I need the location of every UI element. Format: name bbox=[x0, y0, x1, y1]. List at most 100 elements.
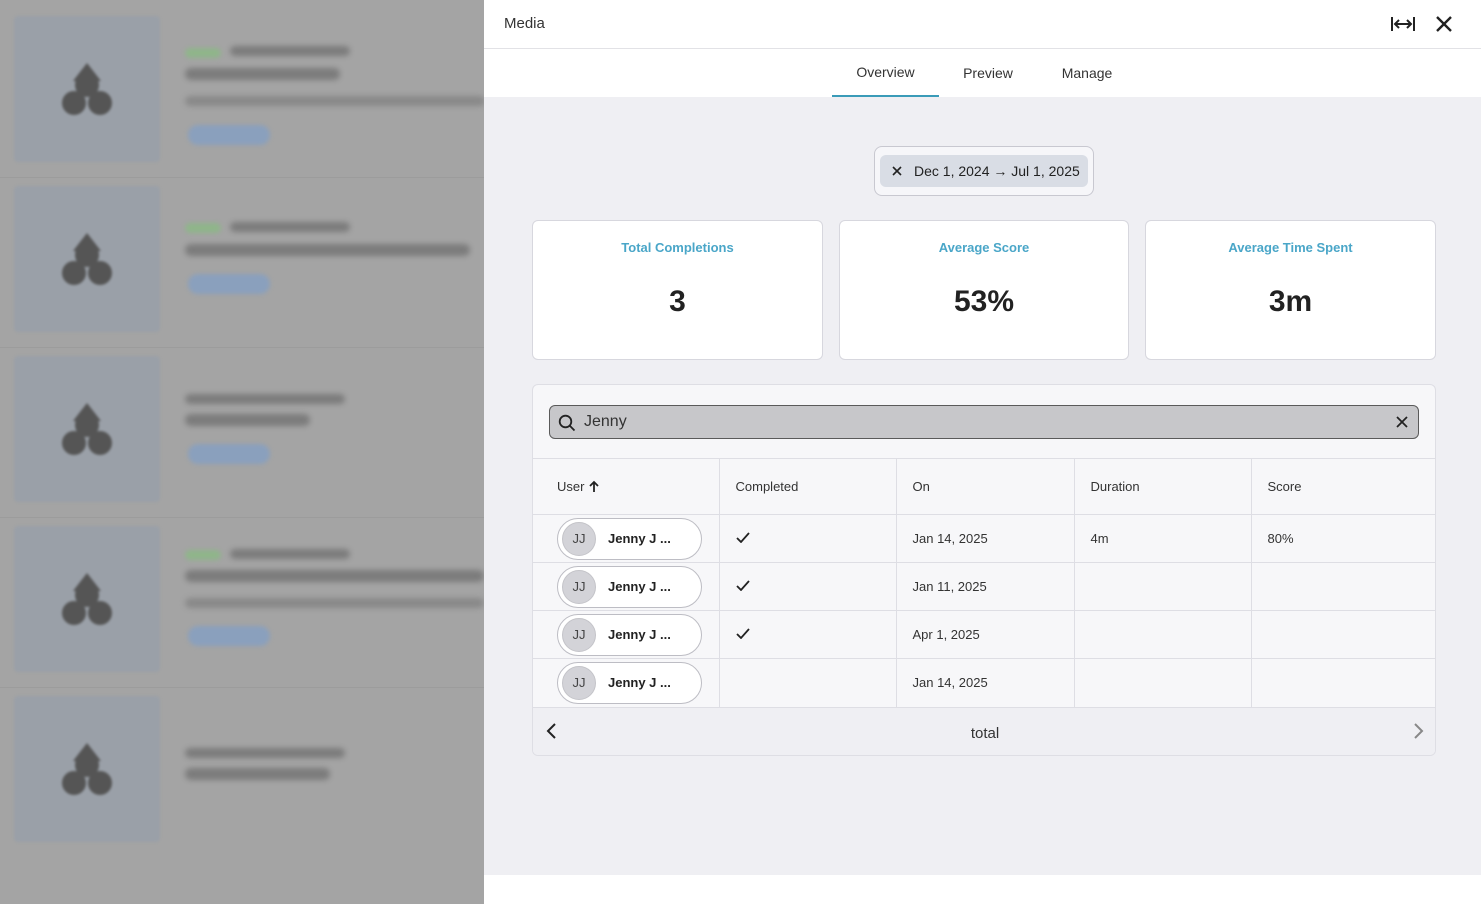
background-list-item bbox=[0, 8, 484, 178]
completed-cell bbox=[719, 562, 897, 611]
on-cell: Jan 11, 2025 bbox=[896, 562, 1075, 611]
clear-date-button[interactable] bbox=[892, 166, 902, 176]
duration-cell bbox=[1074, 610, 1252, 659]
logo-icon bbox=[62, 743, 112, 795]
chevron-right-icon bbox=[1414, 723, 1424, 739]
stat-card-total-completions: Total Completions 3 bbox=[532, 220, 823, 360]
duration-cell bbox=[1074, 658, 1252, 707]
completions-table-card: User Completed On Duration Score JJ Jenn… bbox=[532, 384, 1436, 756]
chevron-left-icon bbox=[546, 723, 556, 739]
background-list bbox=[0, 0, 484, 904]
column-header-completed[interactable]: Completed bbox=[719, 458, 897, 515]
completed-cell bbox=[719, 610, 897, 659]
duration-cell bbox=[1074, 562, 1252, 611]
background-thumbnail bbox=[14, 356, 160, 502]
pagination: total bbox=[533, 707, 1435, 755]
date-filter: Dec 1, 2024 → Jul 1, 2025 bbox=[874, 146, 1094, 196]
table-row: JJ Jenny J ... Jan 14, 2025 bbox=[533, 658, 1435, 707]
search-icon bbox=[558, 414, 576, 432]
stat-card-average-score: Average Score 53% bbox=[839, 220, 1129, 360]
completed-cell bbox=[719, 514, 897, 563]
clear-search-button[interactable] bbox=[1396, 415, 1408, 433]
date-range-label: Dec 1, 2024 → Jul 1, 2025 bbox=[914, 163, 1080, 179]
next-page-button[interactable] bbox=[1411, 723, 1425, 744]
user-name: Jenny J ... bbox=[608, 531, 671, 546]
score-cell: 80% bbox=[1251, 514, 1435, 563]
user-name: Jenny J ... bbox=[608, 579, 671, 594]
tab-manage[interactable]: Manage bbox=[1061, 65, 1113, 81]
logo-icon bbox=[62, 63, 112, 115]
tab-preview[interactable]: Preview bbox=[963, 65, 1013, 81]
stat-label: Total Completions bbox=[621, 240, 734, 255]
table-row: JJ Jenny J ... Jan 11, 2025 bbox=[533, 562, 1435, 611]
background-list-item bbox=[0, 348, 484, 518]
user-name: Jenny J ... bbox=[608, 627, 671, 642]
search-input[interactable] bbox=[584, 411, 1364, 433]
background-list-item bbox=[0, 518, 484, 688]
checkmark-icon bbox=[735, 580, 750, 591]
column-header-score[interactable]: Score bbox=[1251, 458, 1435, 515]
duration-cell: 4m bbox=[1074, 514, 1252, 563]
search-field bbox=[549, 405, 1419, 439]
checkmark-icon bbox=[735, 628, 750, 639]
user-name: Jenny J ... bbox=[608, 675, 671, 691]
column-header-label: User bbox=[557, 479, 585, 494]
close-icon bbox=[892, 166, 902, 176]
expand-button[interactable] bbox=[1390, 12, 1416, 36]
tab-bar: Overview Preview Manage bbox=[484, 49, 1481, 97]
user-chip[interactable]: JJ Jenny J ... bbox=[557, 565, 702, 608]
on-cell: Jan 14, 2025 bbox=[896, 658, 1075, 707]
drawer-footer bbox=[484, 875, 1481, 904]
score-cell bbox=[1251, 562, 1435, 611]
on-cell: Apr 1, 2025 bbox=[896, 610, 1075, 659]
completed-cell bbox=[719, 658, 897, 707]
avatar: JJ bbox=[562, 665, 596, 700]
drawer-title: Media bbox=[504, 15, 545, 32]
column-header-on[interactable]: On bbox=[896, 458, 1075, 515]
logo-icon bbox=[62, 233, 112, 285]
background-list-item bbox=[0, 688, 484, 858]
column-header-user[interactable]: User bbox=[533, 458, 720, 515]
tab-overview[interactable]: Overview bbox=[832, 49, 939, 97]
drawer-header: Media bbox=[484, 0, 1481, 49]
avatar: JJ bbox=[562, 521, 596, 556]
stat-value: 3m bbox=[1268, 285, 1313, 318]
checkmark-icon bbox=[735, 532, 750, 543]
user-cell: JJ Jenny J ... bbox=[533, 658, 720, 707]
user-chip[interactable]: JJ Jenny J ... bbox=[557, 661, 702, 704]
stat-label: Average Time Spent bbox=[1228, 240, 1353, 255]
date-range-chip[interactable]: Dec 1, 2024 → Jul 1, 2025 bbox=[880, 155, 1088, 187]
user-cell: JJ Jenny J ... bbox=[533, 610, 720, 659]
user-chip[interactable]: JJ Jenny J ... bbox=[557, 613, 702, 656]
background-thumbnail bbox=[14, 16, 160, 162]
completions-table: User Completed On Duration Score JJ Jenn… bbox=[533, 458, 1435, 707]
user-chip[interactable]: JJ Jenny J ... bbox=[557, 517, 702, 560]
score-cell bbox=[1251, 659, 1435, 707]
stat-label: Average Score bbox=[938, 240, 1030, 255]
expand-horizontal-icon bbox=[1391, 17, 1415, 31]
background-thumbnail bbox=[14, 186, 160, 332]
logo-icon bbox=[62, 573, 112, 625]
previous-page-button[interactable] bbox=[545, 723, 559, 744]
background-thumbnail bbox=[14, 526, 160, 672]
media-drawer: Media Overview Preview Manage bbox=[484, 0, 1481, 875]
close-drawer-button[interactable] bbox=[1431, 12, 1457, 36]
stat-value: 53% bbox=[953, 285, 1015, 318]
background-thumbnail bbox=[14, 696, 160, 842]
table-header-row: User Completed On Duration Score bbox=[533, 458, 1435, 515]
table-row: JJ Jenny J ... Apr 1, 2025 bbox=[533, 610, 1435, 659]
logo-icon bbox=[62, 403, 112, 455]
avatar: JJ bbox=[562, 617, 596, 652]
close-icon bbox=[1396, 416, 1408, 428]
close-icon bbox=[1436, 16, 1452, 32]
stat-card-average-time-spent: Average Time Spent 3m bbox=[1145, 220, 1436, 360]
pagination-total: total bbox=[970, 725, 1000, 742]
background-list-item bbox=[0, 178, 484, 348]
column-header-duration[interactable]: Duration bbox=[1074, 458, 1252, 515]
score-cell bbox=[1251, 610, 1435, 659]
user-cell: JJ Jenny J ... bbox=[533, 514, 720, 563]
arrow-up-icon bbox=[589, 480, 600, 492]
stat-value: 3 bbox=[669, 285, 686, 318]
avatar: JJ bbox=[562, 569, 596, 604]
table-row: JJ Jenny J ... Jan 14, 2025 4m 80% bbox=[533, 514, 1435, 563]
